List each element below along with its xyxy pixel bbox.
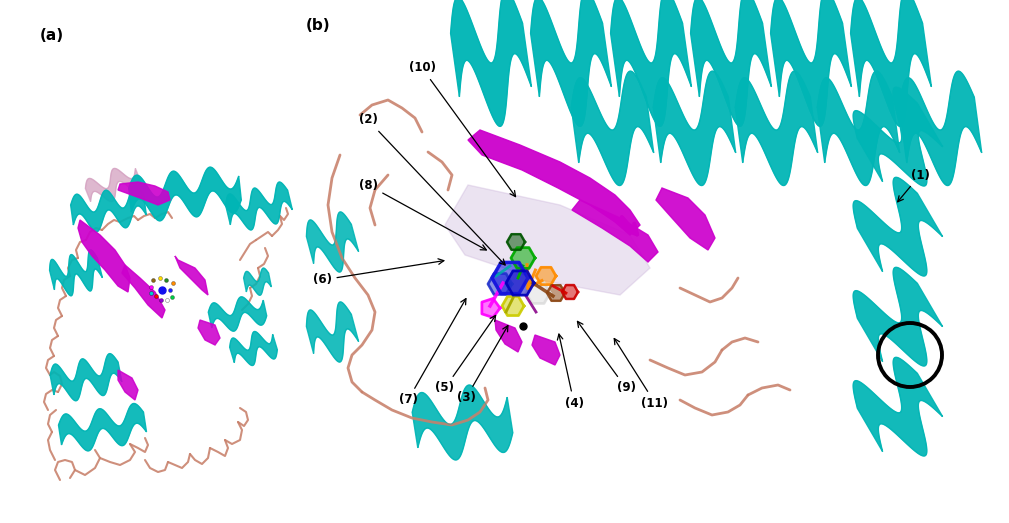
Text: (3): (3) (456, 326, 508, 404)
Polygon shape (71, 186, 146, 232)
Polygon shape (198, 320, 220, 345)
Polygon shape (307, 212, 358, 272)
Polygon shape (118, 182, 170, 205)
Polygon shape (243, 268, 271, 295)
Polygon shape (226, 182, 293, 230)
Point (158, 296, 175, 304)
Polygon shape (208, 297, 266, 331)
Polygon shape (899, 71, 982, 186)
Point (162, 286, 179, 294)
Text: (6): (6) (313, 259, 444, 287)
Polygon shape (854, 357, 942, 456)
Text: (10): (10) (409, 62, 516, 197)
Polygon shape (536, 267, 556, 285)
Polygon shape (854, 267, 942, 366)
Polygon shape (129, 167, 241, 221)
Polygon shape (571, 71, 654, 186)
Polygon shape (118, 370, 138, 400)
Polygon shape (122, 265, 165, 318)
Polygon shape (532, 335, 560, 365)
Text: (5): (5) (436, 315, 495, 394)
Point (152, 295, 169, 304)
Polygon shape (492, 263, 528, 293)
Polygon shape (307, 302, 358, 362)
Polygon shape (526, 282, 550, 303)
Polygon shape (506, 271, 534, 295)
Polygon shape (690, 0, 772, 127)
Polygon shape (488, 274, 512, 294)
Polygon shape (511, 247, 535, 268)
Point (145, 275, 161, 283)
Polygon shape (562, 285, 578, 299)
Point (158, 276, 175, 285)
Polygon shape (451, 0, 532, 127)
Polygon shape (445, 185, 650, 295)
Polygon shape (854, 87, 942, 186)
Polygon shape (572, 200, 658, 262)
Text: (4): (4) (557, 334, 583, 410)
Polygon shape (771, 0, 852, 127)
Polygon shape (656, 188, 715, 250)
Text: (7): (7) (399, 299, 466, 406)
Polygon shape (59, 404, 146, 451)
Point (148, 292, 164, 301)
Polygon shape (851, 0, 931, 127)
Polygon shape (502, 297, 524, 315)
Text: (8): (8) (358, 178, 486, 250)
Point (152, 274, 169, 282)
Point (164, 279, 181, 287)
Text: (b): (b) (306, 18, 330, 33)
Text: (11): (11) (614, 338, 669, 410)
Polygon shape (610, 0, 691, 127)
Polygon shape (495, 320, 522, 352)
Polygon shape (736, 71, 817, 186)
Polygon shape (230, 332, 277, 366)
Point (154, 286, 171, 294)
Text: (9): (9) (577, 321, 636, 394)
Polygon shape (482, 299, 500, 317)
Polygon shape (86, 168, 140, 201)
Polygon shape (468, 130, 640, 235)
Text: (1): (1) (898, 168, 929, 202)
Polygon shape (547, 285, 565, 301)
Polygon shape (175, 256, 208, 295)
Point (515, 322, 531, 330)
Polygon shape (817, 71, 900, 186)
Polygon shape (854, 177, 942, 276)
Polygon shape (78, 220, 130, 292)
Polygon shape (413, 385, 513, 460)
Polygon shape (50, 354, 122, 401)
Point (143, 282, 159, 291)
Polygon shape (531, 0, 611, 127)
Point (143, 289, 159, 297)
Text: (a): (a) (40, 28, 64, 43)
Text: (2): (2) (358, 113, 506, 265)
Polygon shape (507, 234, 525, 250)
Polygon shape (653, 71, 736, 186)
Point (164, 292, 181, 301)
Polygon shape (49, 250, 103, 296)
